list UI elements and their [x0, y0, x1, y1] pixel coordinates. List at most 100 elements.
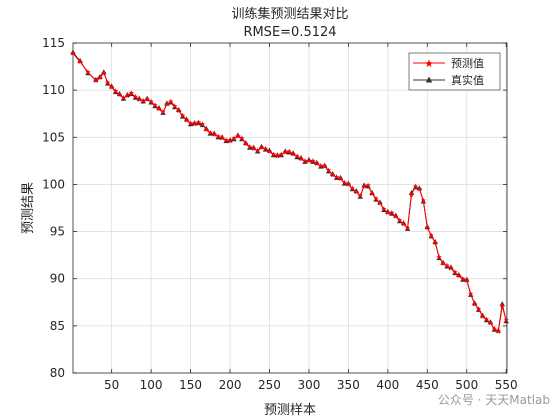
y-axis-label: 预测结果 — [21, 182, 36, 234]
data-point-predicted — [243, 141, 249, 147]
data-point-predicted — [353, 189, 359, 195]
data-point-predicted — [109, 84, 115, 90]
data-point-predicted — [247, 143, 253, 149]
data-point-predicted — [112, 88, 119, 94]
data-point-predicted — [140, 97, 146, 103]
data-point-predicted — [460, 275, 466, 281]
data-point-predicted — [381, 206, 387, 212]
data-point-predicted — [373, 195, 379, 201]
data-point-predicted — [337, 175, 344, 182]
data-point-predicted — [231, 135, 237, 141]
data-point-predicted — [404, 225, 411, 231]
x-tick-label: 300 — [297, 378, 320, 392]
data-point-predicted — [136, 96, 142, 102]
x-tick-label: 250 — [258, 378, 281, 392]
data-point-predicted — [223, 137, 229, 143]
data-point-predicted — [487, 320, 494, 326]
data-point-predicted — [211, 131, 217, 137]
x-tick-label: 100 — [140, 378, 163, 392]
series-predicted — [70, 50, 509, 334]
data-point-predicted — [377, 200, 383, 206]
series-layer — [70, 49, 509, 334]
x-tick-label: 500 — [455, 378, 478, 392]
data-point-predicted — [369, 191, 375, 197]
data-point-predicted — [393, 213, 399, 219]
data-point-predicted — [499, 303, 505, 309]
data-point-predicted — [203, 126, 210, 133]
data-point-predicted — [298, 156, 304, 162]
data-point-predicted — [160, 109, 166, 115]
y-tick-label: 100 — [42, 177, 65, 191]
chart-title: 训练集预测结果对比 — [231, 6, 348, 22]
y-tick-label: 105 — [42, 130, 65, 144]
data-point-predicted — [483, 316, 490, 322]
data-point-predicted — [262, 145, 269, 151]
data-point-predicted — [357, 192, 363, 199]
y-tick-label: 85 — [50, 319, 65, 333]
data-point-predicted — [503, 317, 509, 323]
data-point-predicted — [397, 217, 403, 223]
data-point-predicted — [314, 160, 320, 166]
x-tick-label: 350 — [337, 378, 360, 392]
data-point-predicted — [436, 254, 442, 260]
data-point-predicted — [424, 225, 430, 231]
data-point-predicted — [428, 232, 434, 238]
legend-label-predicted: 预测值 — [451, 57, 484, 70]
x-tick-label: 200 — [219, 378, 242, 392]
data-point-predicted — [235, 133, 241, 139]
data-point-predicted — [187, 120, 194, 126]
y-tick-label: 90 — [50, 272, 65, 286]
data-point-predicted — [286, 148, 292, 154]
x-tick-label: 50 — [104, 378, 119, 392]
data-point-predicted — [168, 98, 174, 104]
data-point-predicted — [400, 221, 407, 227]
data-point-predicted — [495, 328, 501, 334]
data-point-predicted — [266, 148, 273, 154]
data-point-predicted — [258, 144, 265, 150]
data-point-predicted — [148, 98, 154, 104]
data-point-predicted — [302, 158, 308, 164]
data-point-predicted — [180, 112, 186, 118]
data-point-predicted — [389, 209, 395, 215]
data-point-predicted — [318, 162, 324, 168]
y-tick-label: 110 — [42, 83, 65, 97]
data-point-predicted — [172, 103, 178, 109]
y-tick-label: 80 — [50, 366, 65, 380]
x-axis-label: 预测样本 — [264, 403, 316, 418]
legend-marker-predicted — [425, 59, 433, 67]
x-axis: 50 100 150 200 250 300 350 400 450 500 550 — [104, 43, 518, 392]
data-point-predicted — [420, 197, 427, 203]
data-point-predicted — [176, 108, 182, 114]
data-point-predicted — [274, 153, 281, 159]
data-point-predicted — [365, 182, 371, 188]
watermark: 公众号 · 天天Matlab — [437, 393, 550, 407]
data-point-predicted — [97, 75, 103, 81]
data-point-predicted — [412, 183, 419, 189]
data-point-predicted — [440, 260, 446, 266]
data-point-predicted — [361, 183, 367, 189]
data-point-predicted — [456, 273, 462, 279]
data-point-predicted — [294, 153, 300, 159]
data-point-predicted — [199, 121, 206, 127]
data-point-predicted — [444, 262, 450, 268]
legend-marker-actual — [425, 76, 433, 83]
data-point-predicted — [475, 306, 482, 312]
data-point-predicted — [310, 158, 316, 164]
data-point-predicted — [306, 158, 312, 164]
data-point-predicted — [479, 313, 486, 319]
plot-area — [72, 42, 508, 374]
data-point-predicted — [333, 174, 340, 180]
x-tick-label: 550 — [495, 378, 518, 392]
data-point-predicted — [416, 186, 423, 192]
data-point-predicted — [191, 121, 198, 127]
data-point-predicted — [491, 325, 498, 331]
data-point-predicted — [152, 102, 158, 108]
data-point-predicted — [227, 138, 233, 144]
data-point-predicted — [282, 149, 288, 155]
data-point-predicted — [156, 106, 162, 112]
data-point-predicted — [239, 135, 245, 141]
data-point-predicted — [452, 269, 458, 275]
data-point-predicted — [326, 167, 332, 173]
data-point-predicted — [471, 301, 478, 307]
data-point-predicted — [464, 277, 470, 283]
